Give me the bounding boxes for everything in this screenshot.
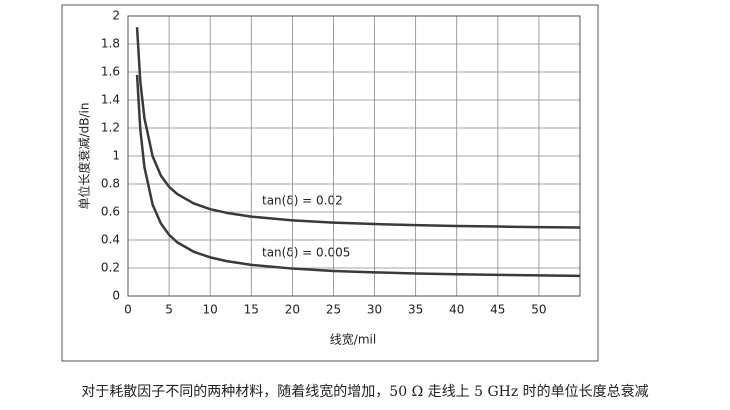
x-tick-label: 10 — [203, 303, 218, 317]
x-tick-label: 5 — [165, 303, 173, 317]
x-tick-label: 15 — [244, 303, 259, 317]
line-series — [135, 27, 581, 229]
y-tick-label: 1.8 — [101, 37, 120, 51]
annotation: tan(δ) = 0.02 — [262, 194, 343, 208]
y-axis-label: 单位长度衰减/dB/in — [77, 103, 92, 210]
annotation: tan(δ) = 0.005 — [262, 246, 350, 260]
caption: 对于耗散因子不同的两种材料，随着线宽的增加，50 Ω 走线上 5 GHz 时的单… — [81, 383, 648, 400]
x-tick-label: 35 — [408, 303, 423, 317]
y-tick-label: 1 — [112, 149, 120, 163]
x-tick-label: 50 — [531, 303, 546, 317]
x-tick-label: 0 — [124, 303, 132, 317]
plot-border — [127, 15, 581, 297]
y-tick-label: 1.6 — [101, 65, 120, 79]
y-tick-label: 1.4 — [101, 93, 120, 107]
x-axis-label: 线宽/mil — [330, 332, 376, 347]
x-tick-label: 20 — [285, 303, 300, 317]
y-tick-label: 0.2 — [101, 261, 120, 275]
y-tick-label: 0.4 — [101, 233, 120, 247]
x-tick-label: 25 — [326, 303, 341, 317]
x-tick-label: 30 — [367, 303, 382, 317]
x-tick-label: 45 — [490, 303, 505, 317]
x-tick-label: 40 — [449, 303, 464, 317]
y-tick-label: 0.6 — [101, 205, 120, 219]
y-tick-label: 1.2 — [101, 121, 120, 135]
y-tick-label: 0.8 — [101, 177, 120, 191]
line-series — [135, 74, 581, 278]
y-tick-label: 0 — [112, 289, 120, 303]
chart-frame — [61, 4, 599, 362]
y-tick-label: 2 — [112, 9, 120, 23]
